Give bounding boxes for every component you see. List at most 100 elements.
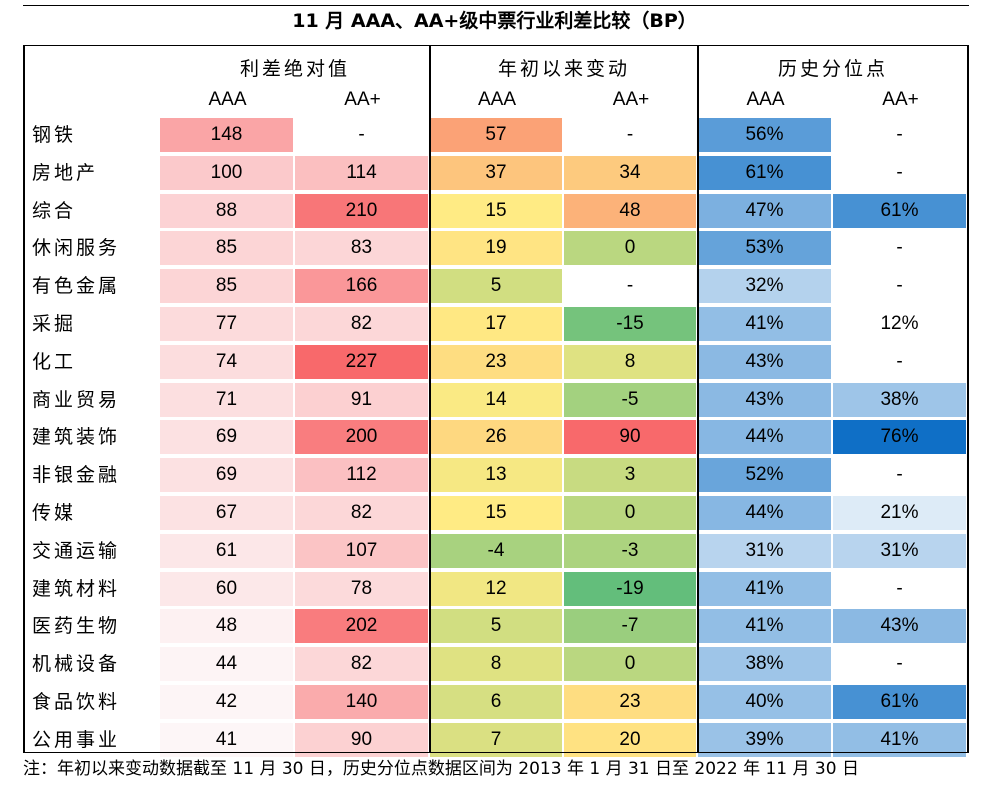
cell-pct-aaa: 53% [698,231,831,266]
cell-spread-aaplus: 82 [295,647,428,682]
row-label: 房地产 [32,161,99,184]
cell-change-aaa: 17 [430,307,562,341]
cell-spread-aaa: 60 [160,571,293,606]
cell-pct-aaa: 56% [698,118,831,152]
cell-pct-aaplus: 12% [833,307,966,341]
row-label: 机械设备 [32,653,121,676]
cell-spread-aaplus: 114 [295,155,428,190]
group-divider-2 [697,46,699,752]
cell-spread-aaplus: 210 [295,193,428,228]
cell-pct-aaa: 39% [698,722,831,757]
cell-pct-aaa: 61% [698,155,831,190]
cell-spread-aaa: 48 [160,609,293,644]
cell-pct-aaplus: 31% [833,533,966,568]
row-label: 商业贸易 [32,388,121,411]
cell-pct-aaplus: 61% [833,685,966,719]
table-top-rule [23,5,969,6]
cell-change-aaa: 7 [430,722,562,757]
cell-change-aaa: 57 [430,118,562,152]
cell-pct-aaa: 32% [698,269,831,304]
group-divider-1 [429,46,431,752]
table-left-border [23,46,25,752]
cell-pct-aaa: 31% [698,533,831,568]
cell-pct-aaa: 41% [698,571,831,606]
row-label: 综合 [32,199,77,222]
sub-header-spread-aaplus: AA+ [344,89,381,110]
cell-change-aaplus: 0 [564,231,696,266]
cell-spread-aaa: 69 [160,458,293,493]
group-header-percentile: 历史分位点 [777,58,888,80]
cell-spread-aaa: 88 [160,193,293,228]
cell-spread-aaa: 69 [160,420,293,455]
cell-change-aaplus: 0 [564,647,696,682]
row-label: 建筑装饰 [32,426,121,449]
cell-change-aaplus: 0 [564,496,696,530]
cell-change-aaplus: -19 [564,571,696,606]
row-label: 化工 [32,350,77,373]
row-label: 采掘 [32,313,77,335]
cell-pct-aaplus: - [833,231,966,266]
cell-spread-aaa: 71 [160,382,293,417]
sub-header-spread-aaa: AAA [208,89,247,110]
row-label: 建筑材料 [32,577,121,600]
cell-pct-aaplus: - [833,647,966,682]
cell-change-aaplus: 34 [564,155,696,190]
cell-spread-aaa: 85 [160,269,293,304]
cell-pct-aaplus: - [833,344,966,379]
cell-pct-aaplus: 43% [833,609,966,644]
cell-change-aaa: 15 [430,496,562,530]
cell-pct-aaplus: - [833,571,966,606]
cell-change-aaplus: 8 [564,344,696,379]
cell-change-aaa: 12 [430,571,562,606]
cell-spread-aaplus: 82 [295,307,428,341]
cell-spread-aaa: 85 [160,231,293,266]
cell-spread-aaa: 67 [160,496,293,530]
group-header-spread: 利差绝对值 [239,58,350,80]
cell-change-aaa: 37 [430,155,562,190]
row-label: 交通运输 [32,539,121,562]
cell-spread-aaplus: 112 [295,458,428,493]
cell-spread-aaa: 74 [160,344,293,379]
cell-spread-aaa: 148 [160,118,293,152]
cell-change-aaplus: -3 [564,533,696,568]
footnote: 注：年初以来变动数据截至 11 月 30 日，历史分位点数据区间为 2013 年… [23,759,859,779]
row-label: 有色金属 [32,275,121,298]
table-right-border [967,46,969,752]
cell-pct-aaa: 52% [698,458,831,493]
cell-change-aaa: 14 [430,382,562,417]
group-header-change: 年初以来变动 [497,58,630,80]
sub-header-pct-aaplus: AA+ [882,89,919,110]
cell-change-aaa: -4 [430,533,562,568]
cell-spread-aaa: 77 [160,307,293,341]
cell-pct-aaa: 47% [698,193,831,228]
cell-change-aaplus: 20 [564,722,696,757]
cell-change-aaplus: 48 [564,193,696,228]
cell-spread-aaa: 42 [160,685,293,719]
cell-pct-aaplus: 21% [833,496,966,530]
cell-spread-aaplus: 90 [295,722,428,757]
row-label: 传媒 [32,502,77,524]
cell-change-aaplus: -15 [564,307,696,341]
cell-change-aaplus: 23 [564,685,696,719]
sub-header-change-aaplus: AA+ [612,89,650,110]
cell-pct-aaplus: - [833,155,966,190]
cell-pct-aaa: 40% [698,685,831,719]
row-label: 非银金融 [32,464,121,487]
cell-change-aaplus: -5 [564,382,696,417]
cell-change-aaa: 19 [430,231,562,266]
cell-change-aaa: 15 [430,193,562,228]
cell-pct-aaa: 44% [698,420,831,455]
cell-pct-aaa: 38% [698,647,831,682]
cell-spread-aaplus: 140 [295,685,428,719]
cell-pct-aaplus: - [833,458,966,493]
cell-pct-aaplus: - [833,118,966,152]
cell-pct-aaa: 44% [698,496,831,530]
table-bottom-rule [23,752,969,753]
cell-pct-aaplus: 41% [833,722,966,757]
row-label: 医药生物 [32,615,121,638]
cell-spread-aaplus: 227 [295,344,428,379]
row-label: 食品饮料 [32,691,121,713]
cell-change-aaplus: 3 [564,458,696,493]
cell-change-aaplus: - [564,269,696,304]
cell-change-aaplus: 90 [564,420,696,455]
